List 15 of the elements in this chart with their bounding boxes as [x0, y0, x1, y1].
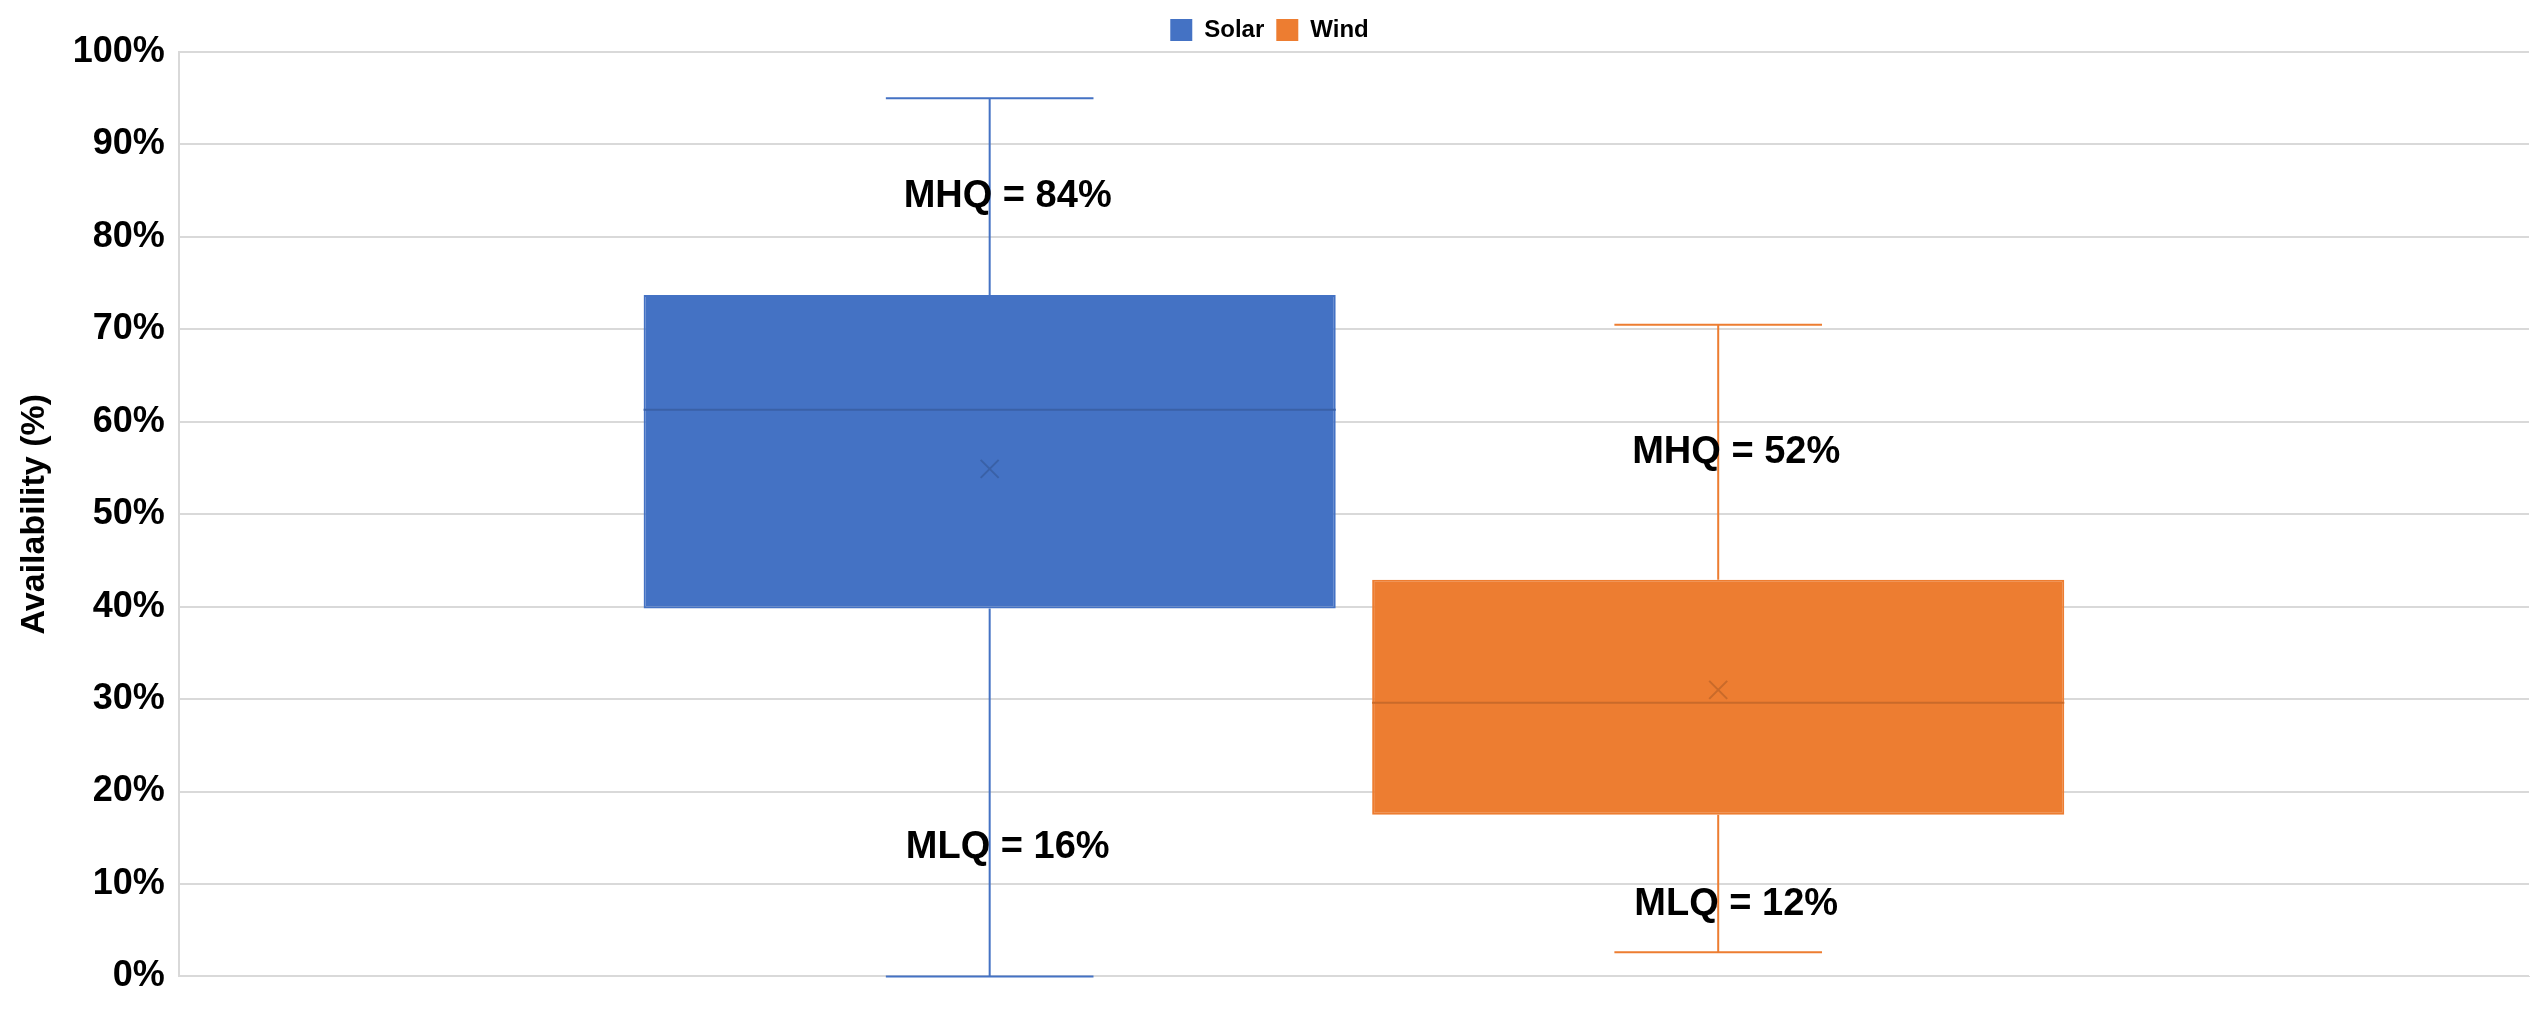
y-tick-label: 0% [112, 953, 165, 995]
y-axis-title: Availability (%) [12, 393, 51, 635]
legend-label: Wind [1310, 14, 1369, 42]
y-tick-label: 60% [92, 398, 165, 440]
y-tick-label: 100% [72, 28, 165, 70]
y-tick-label: 20% [92, 768, 165, 810]
y-tick-label: 80% [92, 213, 165, 255]
legend-label: Solar [1204, 14, 1265, 42]
y-tick-label: 70% [92, 306, 165, 348]
y-tick-label: 30% [92, 676, 165, 717]
y-tick-label: 50% [92, 491, 165, 533]
y-tick-label: 90% [92, 121, 165, 163]
annotation: MLQ = 16% [905, 824, 1110, 867]
y-tick-label: 10% [92, 860, 165, 902]
y-tick-label: 40% [92, 583, 165, 625]
